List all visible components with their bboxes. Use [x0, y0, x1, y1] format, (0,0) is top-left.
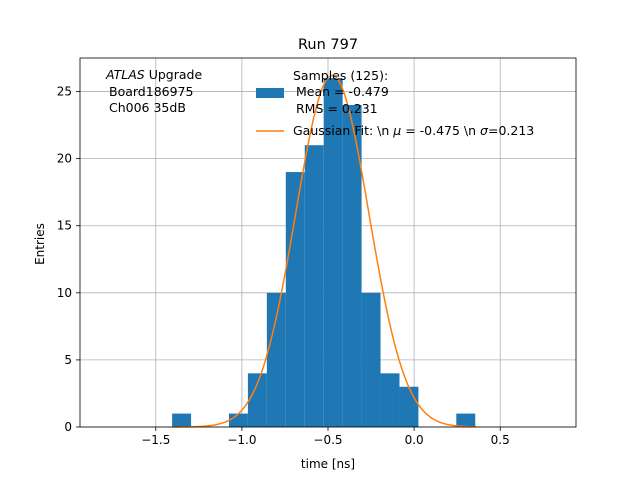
legend-fit-mu: μ — [392, 123, 401, 138]
y-tick-label: 10 — [57, 286, 72, 300]
fit-layer — [173, 74, 477, 428]
x-axis-label: time [ns] — [301, 457, 355, 471]
annotation-experiment: ATLAS — [105, 67, 145, 82]
histogram-bar — [323, 78, 343, 428]
histogram-bar — [456, 413, 476, 427]
histogram-bar — [247, 373, 267, 427]
x-tick-label: 0.5 — [491, 433, 510, 447]
histogram-bar — [361, 292, 381, 427]
y-tick-label: 5 — [64, 353, 72, 367]
histogram-bar — [172, 413, 192, 427]
y-tick-label: 0 — [64, 420, 72, 434]
legend-fit-label: Gaussian Fit: \n μ = -0.475 \n σ=0.213 — [293, 123, 534, 138]
y-axis-label: Entries — [33, 223, 47, 265]
histogram-bar — [266, 292, 286, 427]
annotation-channel: Ch006 35dB — [109, 100, 186, 115]
gaussian-fit-line — [173, 74, 477, 428]
y-tick-label: 25 — [57, 85, 72, 99]
histogram-bar — [399, 386, 419, 427]
legend-fit-part-1: Gaussian Fit: \n — [293, 123, 393, 138]
x-tick-label: −1.0 — [227, 433, 256, 447]
legend-swatch-samples — [256, 88, 284, 98]
annotation-board: Board186975 — [109, 84, 193, 99]
legend-samples-line-1: Samples (125): — [293, 68, 388, 83]
y-tick-label: 15 — [57, 219, 72, 233]
bars-layer — [172, 78, 476, 428]
histogram-bar — [380, 373, 400, 427]
legend-fit-sigma: σ — [480, 123, 489, 138]
chart-title: Run 797 — [298, 37, 358, 53]
histogram-bar — [342, 104, 362, 428]
histogram-bar — [228, 413, 248, 427]
x-tick-label: 0.0 — [405, 433, 424, 447]
legend-samples-line-2: Mean = -0.479 — [296, 84, 389, 99]
legend-fit-part-3: =0.213 — [488, 123, 534, 138]
legend-fit-part-2: = -0.475 \n — [401, 123, 480, 138]
annotation-experiment-suffix: Upgrade — [145, 67, 203, 82]
annotation-experiment-line: ATLAS Upgrade — [105, 67, 202, 82]
histogram-bar — [285, 172, 305, 427]
legend-samples-line-3: RMS = 0.231 — [296, 101, 378, 116]
y-tick-label: 20 — [57, 152, 72, 166]
histogram-bar — [304, 145, 324, 427]
x-tick-label: −0.5 — [313, 433, 342, 447]
text-layer: Run 797 time [ns] Entries ATLAS Upgrade … — [33, 37, 534, 471]
x-tick-label: −1.5 — [141, 433, 170, 447]
axes-layer: −1.5 −1.0 −0.5 0.0 0.5 0 5 10 15 20 25 — [57, 57, 577, 447]
